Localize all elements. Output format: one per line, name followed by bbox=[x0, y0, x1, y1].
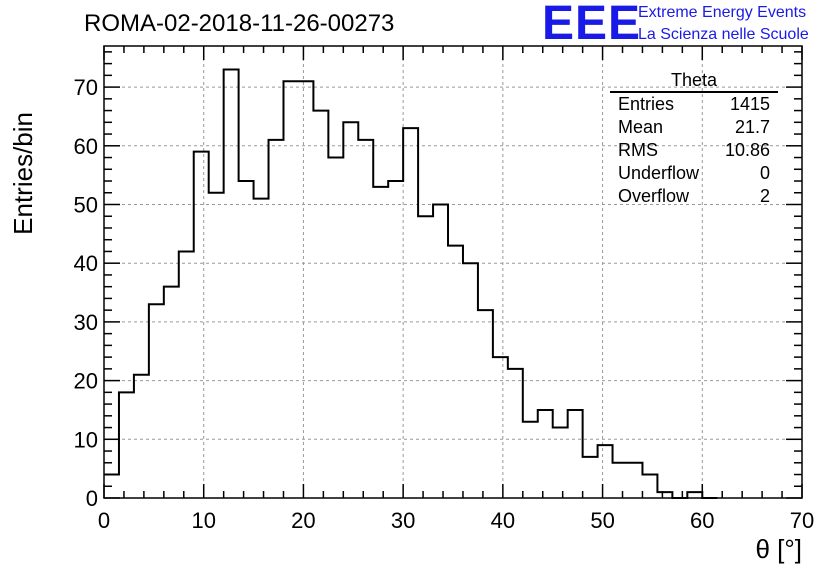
stats-label: Entries bbox=[618, 94, 675, 114]
grid-lines bbox=[104, 46, 802, 498]
eee-logo: EEE bbox=[542, 0, 642, 50]
y-tick-label: 0 bbox=[86, 486, 98, 511]
x-tick-label: 0 bbox=[98, 508, 110, 533]
stats-value: 21.7 bbox=[734, 117, 770, 137]
stats-row-entries: Entries 1415 bbox=[610, 93, 778, 116]
y-tick-label: 70 bbox=[74, 75, 98, 100]
x-tick-label: 60 bbox=[690, 508, 714, 533]
x-tick-label: 30 bbox=[391, 508, 415, 533]
plot-frame bbox=[103, 45, 803, 499]
stats-value: 10.86 bbox=[724, 140, 770, 160]
stats-label: Mean bbox=[618, 117, 664, 137]
x-tick-label: 50 bbox=[590, 508, 614, 533]
histogram-series bbox=[104, 68, 718, 499]
stats-title: Theta bbox=[610, 70, 778, 93]
axis-ticks bbox=[103, 46, 803, 499]
x-tick-label: 20 bbox=[291, 508, 315, 533]
stats-label: RMS bbox=[618, 140, 658, 160]
x-tick-label: 40 bbox=[491, 508, 515, 533]
stats-label: Overflow bbox=[618, 186, 690, 206]
stats-row-overflow: Overflow 2 bbox=[610, 185, 778, 208]
y-axis-label: Entries/bin bbox=[8, 112, 38, 235]
stats-value: 1415 bbox=[729, 94, 770, 114]
stats-value: 2 bbox=[759, 186, 770, 206]
x-tick-label: 70 bbox=[790, 508, 814, 533]
y-tick-label: 20 bbox=[74, 369, 98, 394]
stats-row-rms: RMS 10.86 bbox=[610, 139, 778, 162]
x-axis-label: θ [°] bbox=[755, 534, 802, 564]
y-tick-label: 40 bbox=[74, 251, 98, 276]
logo-line-1: Extreme Energy Events bbox=[638, 4, 807, 21]
x-tick-label: 10 bbox=[191, 508, 215, 533]
stats-row-mean: Mean 21.7 bbox=[610, 116, 778, 139]
chart-title: ROMA-02-2018-11-26-00273 bbox=[84, 10, 395, 37]
stats-row-underflow: Underflow 0 bbox=[610, 162, 778, 185]
stats-box: Theta Entries 1415 Mean 21.7 RMS 10.86 U… bbox=[610, 70, 778, 208]
y-tick-label: 30 bbox=[74, 310, 98, 335]
stats-label: Underflow bbox=[618, 163, 700, 183]
logo-line-2: La Scienza nelle Scuole bbox=[638, 26, 809, 43]
stats-value: 0 bbox=[759, 163, 770, 183]
y-tick-label: 60 bbox=[74, 134, 98, 159]
y-tick-label: 50 bbox=[74, 192, 98, 217]
y-tick-label: 10 bbox=[74, 427, 98, 452]
